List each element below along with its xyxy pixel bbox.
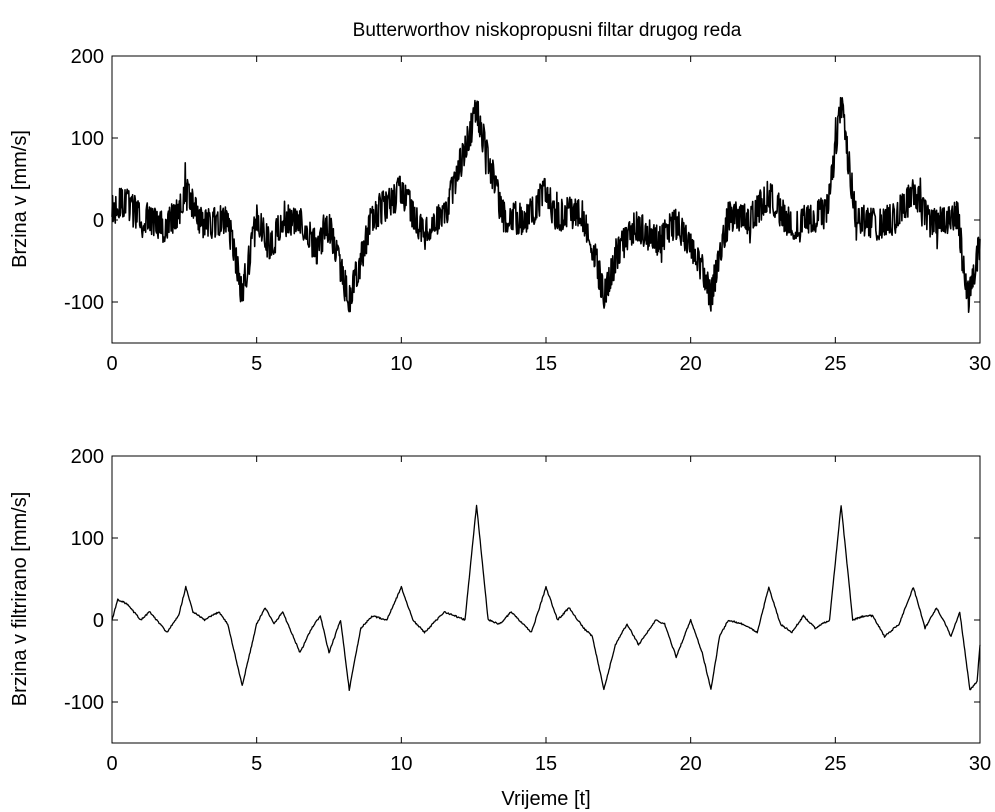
x-tick-label: 15 (535, 353, 557, 375)
x-tick-label: 20 (680, 353, 702, 375)
x-axis-label: Vrijeme [t] (501, 788, 590, 810)
x-tick-label: 5 (251, 353, 262, 375)
plot-1-ticks: 0 5 10 15 20 25 30 200 100 0 -100 (64, 46, 991, 375)
x-tick-label: 25 (824, 753, 846, 775)
x-tick-label: 0 (106, 353, 117, 375)
plot-2: 0 5 10 15 20 25 30 200 100 0 -100 Brzina v filtrir… (9, 446, 991, 775)
plot-2-ylabel: Brzina v filtrirano [mm/s] (9, 492, 31, 706)
y-tick-label: -100 (64, 692, 104, 714)
x-tick-label: 30 (969, 353, 991, 375)
plot-1-data-layer (111, 96, 981, 313)
y-tick-label: 100 (71, 128, 104, 150)
plot-2-ticks: 0 5 10 15 20 25 30 200 100 0 -100 (64, 446, 991, 775)
x-tick-label: 10 (390, 753, 412, 775)
figure-title: Butterworthov niskopropusni filtar drugo… (353, 20, 742, 41)
y-tick-label: 0 (93, 610, 104, 632)
plot-1: 0 5 10 15 20 25 30 200 100 0 -100 Brzina v [mm/s] (9, 46, 991, 375)
y-tick-label: 200 (71, 46, 104, 68)
plot-2-axes-frame (111, 455, 981, 744)
y-tick-label: -100 (64, 292, 104, 314)
series-line (111, 504, 981, 692)
x-tick-label: 10 (390, 353, 412, 375)
plot-2-data-layer (111, 504, 981, 692)
y-tick-label: 0 (93, 210, 104, 232)
x-tick-label: 30 (969, 753, 991, 775)
series-line (111, 96, 981, 313)
y-tick-label: 200 (71, 446, 104, 468)
x-tick-label: 5 (251, 753, 262, 775)
plot-1-ylabel: Brzina v [mm/s] (9, 130, 31, 268)
y-tick-label: 100 (71, 528, 104, 550)
x-tick-label: 20 (680, 753, 702, 775)
x-tick-label: 15 (535, 753, 557, 775)
x-tick-label: 0 (106, 753, 117, 775)
x-tick-label: 25 (824, 353, 846, 375)
